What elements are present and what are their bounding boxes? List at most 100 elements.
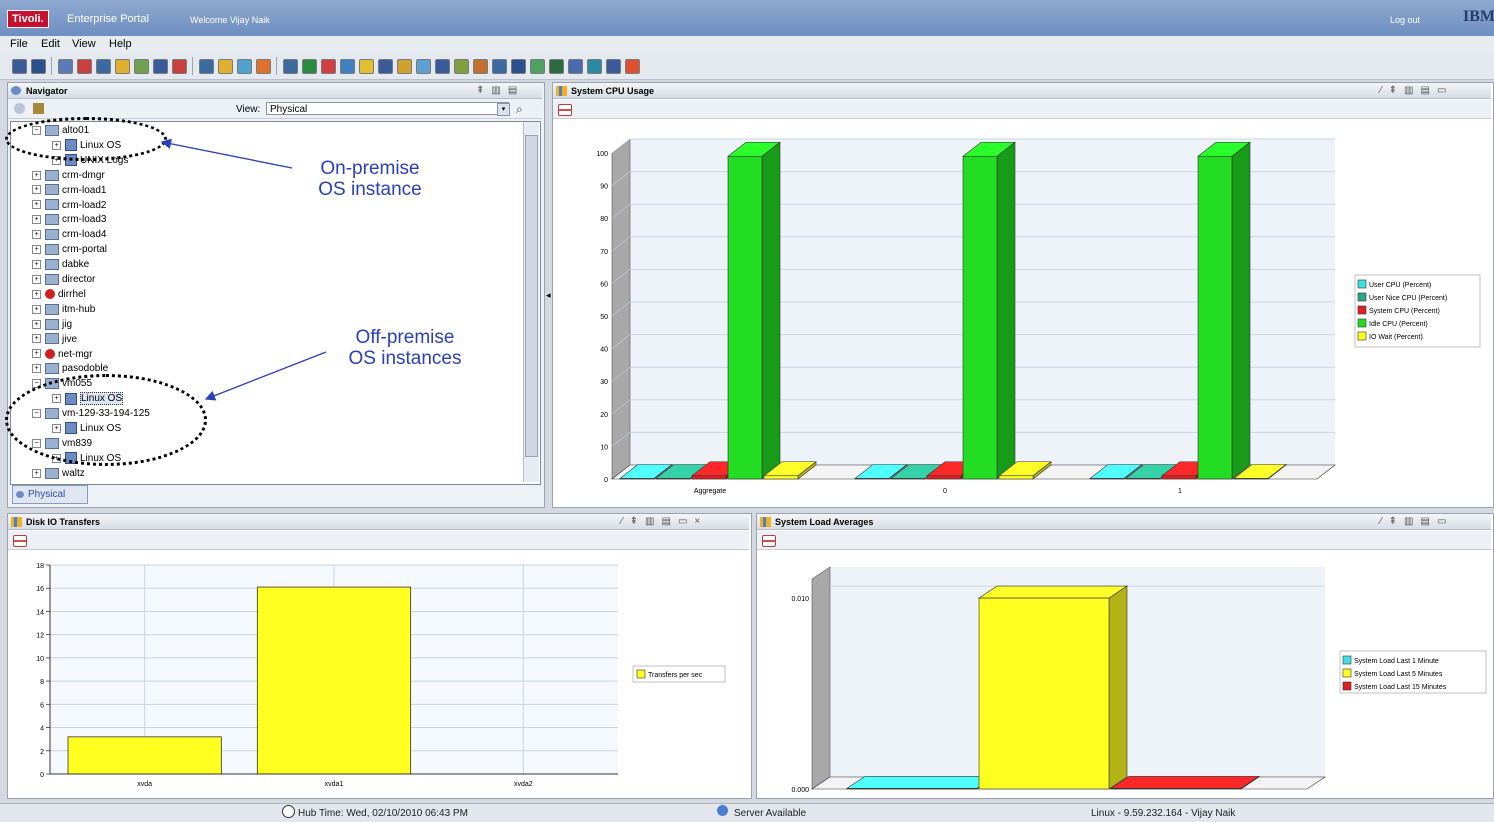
toolbar-button-icon[interactable] — [435, 59, 450, 74]
y-tick-label: 70 — [600, 249, 608, 256]
expand-icon[interactable]: + — [32, 185, 41, 195]
tree-item[interactable]: + crm-load3 — [32, 213, 106, 227]
menu-help[interactable]: Help — [109, 38, 132, 50]
expand-icon[interactable]: + — [32, 349, 41, 359]
disk-toolbar — [8, 531, 749, 550]
view-select[interactable]: Physical — [266, 102, 509, 115]
expand-icon[interactable]: + — [32, 170, 41, 180]
expand-icon[interactable]: + — [32, 274, 41, 284]
toolbar-button-icon[interactable] — [58, 59, 73, 74]
toolbar-button-icon[interactable] — [587, 59, 602, 74]
tab-physical[interactable]: Physical — [12, 485, 88, 504]
logout-link[interactable]: Log out — [1390, 15, 1421, 25]
tree-item[interactable]: + dirrhel — [32, 288, 86, 302]
toolbar-button-icon[interactable] — [31, 59, 46, 74]
tree-item[interactable]: + crm-load4 — [32, 228, 106, 242]
toolbar-button-icon[interactable] — [473, 59, 488, 74]
toolbar-button-icon[interactable] — [153, 59, 168, 74]
legend-swatch — [1357, 318, 1367, 328]
y-tick-label: 10 — [36, 656, 44, 663]
expand-icon[interactable]: + — [32, 289, 41, 299]
toolbar-button-icon[interactable] — [321, 59, 336, 74]
tree-item[interactable]: + crm-load1 — [32, 184, 106, 198]
cpu-bar — [1161, 475, 1197, 480]
tree-item[interactable]: + jive — [32, 333, 77, 347]
toolbar-button-icon[interactable] — [606, 59, 621, 74]
expand-icon[interactable]: + — [32, 230, 41, 240]
y-tick-label: 16 — [36, 586, 44, 593]
toolbar-button-icon[interactable] — [454, 59, 469, 74]
tree-item[interactable]: + jig — [32, 318, 72, 332]
expand-icon[interactable]: + — [32, 364, 41, 374]
toolbar-button-icon[interactable] — [302, 59, 317, 74]
cpu-window-controls[interactable]: ⁄⇞▥▤▭ — [1380, 85, 1454, 96]
tree-scrollbar-thumb[interactable] — [525, 135, 538, 457]
toolbar-button-icon[interactable] — [549, 59, 564, 74]
toolbar-button-icon[interactable] — [283, 59, 298, 74]
tree-item[interactable]: + crm-load2 — [32, 199, 106, 213]
toolbar-button-icon[interactable] — [625, 59, 640, 74]
toolbar-button-icon[interactable] — [96, 59, 111, 74]
tree-item[interactable]: + itm-hub — [32, 303, 95, 317]
gridline — [611, 399, 631, 415]
toolbar-button-icon[interactable] — [511, 59, 526, 74]
toolbar-button-icon[interactable] — [199, 59, 214, 74]
toolbar-button-icon[interactable] — [256, 59, 271, 74]
toolbar-button-icon[interactable] — [218, 59, 233, 74]
tree-item[interactable]: + net-mgr — [32, 348, 92, 362]
chart-properties-icon[interactable] — [558, 104, 572, 116]
menu-edit[interactable]: Edit — [41, 38, 60, 50]
toolbar-button-icon[interactable] — [568, 59, 583, 74]
load-window-controls[interactable]: ⁄⇞▥▤▭ — [1380, 516, 1454, 527]
load-bar-top — [978, 585, 1128, 599]
expand-icon[interactable]: + — [32, 200, 41, 210]
menu-file[interactable]: File — [10, 38, 28, 50]
cpu-bar — [619, 478, 655, 480]
cpu-bar — [1197, 155, 1233, 480]
expand-icon[interactable]: + — [32, 319, 41, 329]
disk-window-controls[interactable]: ⁄⇞▥▤▭× — [621, 516, 708, 527]
expand-icon[interactable]: + — [32, 245, 41, 255]
cpu-bar — [1233, 478, 1269, 480]
cpu-bar-side — [996, 141, 1016, 480]
tree-item[interactable]: + crm-portal — [32, 243, 107, 257]
tree-item[interactable]: + dabke — [32, 258, 89, 272]
chart-properties-icon[interactable] — [762, 535, 776, 547]
toolbar-button-icon[interactable] — [397, 59, 412, 74]
toolbar-button-icon[interactable] — [340, 59, 355, 74]
chart-properties-icon[interactable] — [13, 535, 27, 547]
toolbar-button-icon[interactable] — [492, 59, 507, 74]
toolbar-button-icon[interactable] — [378, 59, 393, 74]
sync-icon[interactable] — [14, 103, 25, 114]
toolbar-button-icon[interactable] — [77, 59, 92, 74]
edit-icon[interactable] — [33, 103, 44, 114]
search-icon[interactable]: ⌕ — [516, 102, 523, 116]
tree-item-label: crm-dmgr — [62, 169, 105, 181]
expand-icon[interactable]: + — [32, 334, 41, 344]
toolbar-button-icon[interactable] — [12, 59, 27, 74]
y-tick-label: 50 — [600, 314, 608, 321]
expand-icon[interactable]: + — [32, 304, 41, 314]
toolbar-button-icon[interactable] — [134, 59, 149, 74]
tree-item[interactable]: + waltz — [32, 467, 85, 481]
expand-icon[interactable]: + — [32, 259, 41, 269]
tree-item[interactable]: + crm-dmgr — [32, 169, 105, 183]
toolbar-button-icon[interactable] — [172, 59, 187, 74]
toolbar-button-icon[interactable] — [416, 59, 431, 74]
navigator-window-controls[interactable]: ⇞▥▤ — [476, 85, 525, 96]
menu-view[interactable]: View — [72, 38, 96, 50]
splitter-arrow[interactable]: ◂ — [546, 290, 551, 300]
toolbar-button-icon[interactable] — [115, 59, 130, 74]
toolbar-button-icon[interactable] — [359, 59, 374, 74]
toolbar-button-icon[interactable] — [530, 59, 545, 74]
expand-icon[interactable]: + — [32, 215, 41, 225]
navigator-icon — [11, 86, 21, 95]
status-bar — [0, 803, 1494, 822]
toolbar-button-icon[interactable] — [237, 59, 252, 74]
cpu-toolbar — [553, 100, 1491, 119]
expand-icon[interactable]: + — [32, 468, 41, 478]
chevron-down-icon[interactable]: ▾ — [497, 103, 510, 116]
tree-item[interactable]: + pasodoble — [32, 362, 108, 376]
tree-item[interactable]: + director — [32, 273, 95, 287]
y-tick-label: 80 — [600, 216, 608, 223]
